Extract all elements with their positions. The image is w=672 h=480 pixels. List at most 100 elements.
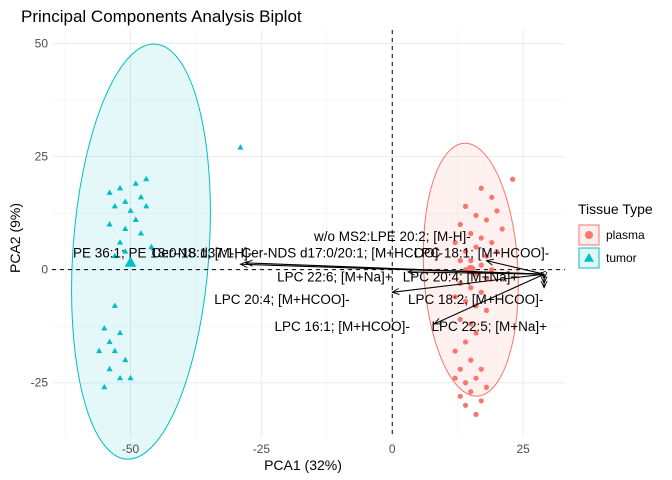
tumor-point bbox=[127, 207, 134, 213]
legend: Tissue Type plasma tumor bbox=[578, 201, 653, 269]
tumor-point bbox=[143, 175, 150, 182]
plasma-point bbox=[462, 380, 469, 386]
loading-arrow bbox=[486, 261, 545, 275]
plasma-point bbox=[489, 239, 495, 246]
loading-label: LPC 18:1; [M+HCOO]- bbox=[414, 245, 549, 260]
plasma-point bbox=[462, 339, 469, 345]
plasma-point bbox=[457, 221, 463, 228]
tumor-point bbox=[106, 338, 113, 345]
x-tick-label: -50 bbox=[122, 442, 140, 456]
tumor-point bbox=[96, 347, 103, 354]
plasma-point bbox=[473, 330, 479, 336]
x-tick-label: -25 bbox=[253, 442, 271, 456]
loading-labels: w/o MS2:LPE 20:2; [M-H]- PE 36:1; PE 18:0… bbox=[73, 229, 549, 334]
tumor-point bbox=[111, 252, 118, 259]
tumor-point bbox=[111, 202, 118, 209]
legend-label-plasma: plasma bbox=[606, 228, 645, 242]
plasma-point bbox=[468, 357, 474, 363]
plasma-point bbox=[452, 294, 458, 300]
plasma-point bbox=[452, 348, 458, 354]
tumor-point bbox=[132, 216, 139, 222]
plasma-point bbox=[462, 203, 469, 209]
plasma-point bbox=[473, 244, 479, 250]
plasma-point bbox=[468, 285, 474, 291]
axis-ticks: -50 -25 0 25 50 25 0 -25 bbox=[31, 37, 530, 456]
x-tick-label: 25 bbox=[516, 442, 530, 456]
tumor-point bbox=[122, 248, 129, 254]
tumor-point bbox=[122, 198, 129, 204]
plasma-point bbox=[483, 276, 490, 282]
plasma-point bbox=[452, 375, 458, 381]
loading-label: LPC 22:6; [M+Na]+ bbox=[277, 269, 393, 284]
legend-symbol-plasma bbox=[585, 231, 593, 239]
plasma-point bbox=[510, 176, 516, 182]
tumor-point bbox=[237, 144, 244, 150]
tumor-point bbox=[101, 325, 108, 331]
y-tick-label: 25 bbox=[35, 150, 49, 164]
plasma-point bbox=[468, 321, 474, 327]
tumor-point bbox=[106, 221, 113, 227]
plasma-point bbox=[462, 298, 469, 304]
tumor-point bbox=[127, 374, 134, 381]
tumor-point bbox=[137, 230, 145, 236]
loading-label: Cer-NS d37:1; Cer-NDS d17:0/20:1; [M+HCO… bbox=[151, 245, 442, 260]
plasma-point bbox=[478, 235, 484, 241]
loading-label: PE 36:1; PE 18:0-18:1; [M-H]- bbox=[73, 245, 252, 260]
x-tick-label: 0 bbox=[389, 442, 396, 456]
plasma-point bbox=[473, 411, 479, 417]
loading-arrow bbox=[408, 272, 545, 274]
loading-arrow bbox=[392, 273, 545, 292]
y-tick-label: 0 bbox=[41, 263, 48, 277]
plasma-point bbox=[483, 253, 490, 259]
tumor-point bbox=[116, 374, 124, 381]
y-axis-title: PCA2 (9%) bbox=[7, 203, 23, 273]
tumor-point bbox=[148, 243, 155, 250]
plasma-point bbox=[478, 289, 484, 295]
loading-label: LPC 22:5; [M+Na]+ bbox=[432, 319, 548, 334]
plasma-point bbox=[457, 258, 463, 264]
plasma-point bbox=[468, 258, 474, 264]
tumor-point bbox=[101, 383, 108, 390]
plasma-point bbox=[489, 267, 495, 273]
tumor-point bbox=[143, 202, 150, 209]
loading-label: LPC 20:4; [M+Na]+ bbox=[403, 269, 519, 284]
plasma-point bbox=[473, 212, 479, 219]
tumor-point bbox=[106, 189, 113, 195]
plasma-point bbox=[489, 194, 495, 200]
tumor-point bbox=[116, 239, 124, 245]
data-points bbox=[96, 144, 516, 417]
tumor-point bbox=[111, 347, 118, 354]
plasma-point bbox=[494, 248, 500, 255]
plasma-point bbox=[457, 366, 463, 372]
reference-lines bbox=[52, 30, 565, 437]
plasma-point bbox=[483, 307, 490, 313]
loading-label: LPC 16:1; [M+HCOO]- bbox=[274, 319, 409, 334]
loading-arrow bbox=[240, 264, 545, 275]
chart-title: Principal Components Analysis Biplot bbox=[21, 7, 302, 26]
plasma-point bbox=[462, 248, 469, 255]
tumor-point bbox=[116, 329, 124, 336]
y-tick-label: 50 bbox=[35, 37, 49, 51]
tumor-point bbox=[111, 302, 118, 308]
plasma-point bbox=[494, 208, 500, 214]
tumor-point bbox=[132, 180, 139, 186]
tumor-point bbox=[137, 193, 145, 200]
loading-label: LPC 20:4; [M+HCOO]- bbox=[214, 292, 349, 307]
plasma-point bbox=[478, 185, 484, 191]
plasma-point bbox=[478, 398, 484, 404]
loading-arrows bbox=[240, 261, 545, 325]
plasma-point bbox=[462, 402, 469, 408]
plasma-point bbox=[473, 375, 479, 381]
ellipse-tumor bbox=[71, 43, 211, 460]
plasma-point bbox=[468, 389, 474, 395]
legend-symbol-tumor bbox=[584, 253, 594, 262]
legend-title: Tissue Type bbox=[578, 201, 653, 217]
plasma-point bbox=[483, 217, 490, 223]
plasma-point bbox=[457, 393, 463, 399]
tumor-point bbox=[122, 225, 129, 232]
tumor-point bbox=[116, 184, 124, 191]
plasma-point bbox=[478, 262, 484, 268]
tumor-point bbox=[106, 365, 113, 372]
